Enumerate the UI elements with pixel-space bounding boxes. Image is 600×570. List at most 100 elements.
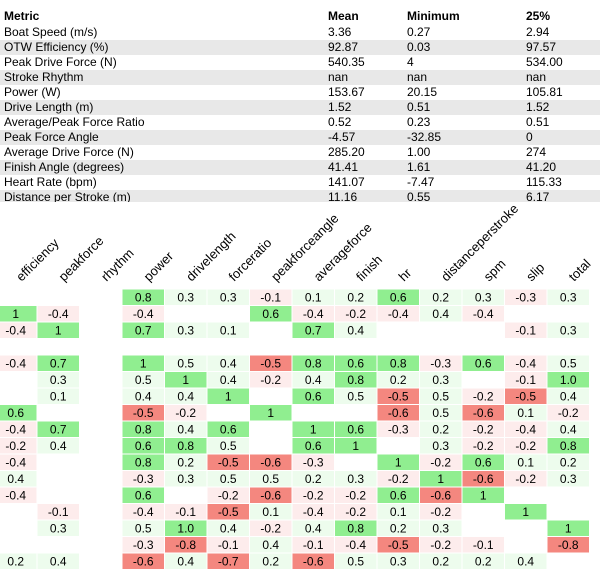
heat-cell <box>37 553 79 569</box>
heat-value: -0.8 <box>558 538 579 552</box>
heat-value: -0.6 <box>388 406 409 420</box>
table-cell: Average Drive Force (N) <box>4 145 134 159</box>
heat-cell <box>0 487 37 503</box>
heat-cell <box>335 471 377 487</box>
heat-value: 0.2 <box>432 422 449 436</box>
table-cell: nan <box>407 70 427 84</box>
heat-cell <box>420 289 462 305</box>
heat-cell <box>335 355 377 371</box>
table-cell: 4 <box>407 55 414 69</box>
heat-value: 0.4 <box>305 521 322 535</box>
heat-value: -0.2 <box>473 422 494 436</box>
heat-value: 0.5 <box>220 472 237 486</box>
heat-cell <box>462 289 504 305</box>
heat-value: -0.3 <box>430 356 451 370</box>
table-cell: 41.41 <box>328 160 358 174</box>
heat-cell <box>122 537 164 553</box>
heat-value: -0.2 <box>345 488 366 502</box>
heat-cell <box>37 520 79 536</box>
summary-table: Metric Mean Minimum 25% Boat Speed (m/s) 3.36… <box>0 9 600 204</box>
heat-cell <box>335 438 377 454</box>
heat-value: -0.1 <box>515 323 536 337</box>
table-cell: Finish Angle (degrees) <box>4 160 124 174</box>
heat-cell <box>462 471 504 487</box>
heat-value: 0.8 <box>347 373 364 387</box>
heat-value: 0.4 <box>432 307 449 321</box>
row-band <box>0 70 600 85</box>
heat-cell <box>37 438 79 454</box>
heat-value: -0.5 <box>133 406 154 420</box>
heat-cell <box>292 289 334 305</box>
heat-cell <box>547 438 589 454</box>
heat-cell <box>122 471 164 487</box>
heat-cell <box>0 438 37 454</box>
row-band <box>0 130 600 145</box>
heat-cell <box>292 454 334 470</box>
heat-cell <box>462 306 504 322</box>
heat-value: -0.2 <box>260 373 281 387</box>
heat-cell <box>335 537 377 553</box>
heat-cell <box>0 471 37 487</box>
heat-value: 0.4 <box>560 389 577 403</box>
heat-cell <box>207 537 249 553</box>
heat-value: -0.5 <box>388 538 409 552</box>
heat-value: 1 <box>395 455 402 469</box>
heat-value: -0.6 <box>260 455 281 469</box>
heat-value: 0.1 <box>517 406 534 420</box>
heat-cell <box>0 553 37 569</box>
table-cell: 97.57 <box>526 40 556 54</box>
heat-value: 0.4 <box>220 356 237 370</box>
heat-value: -0.2 <box>430 455 451 469</box>
row-band <box>0 160 600 175</box>
heat-value: -0.2 <box>515 472 536 486</box>
table-cell: Stroke Rhythm <box>4 70 83 84</box>
table-cell: 1.61 <box>407 160 431 174</box>
heat-cell <box>377 520 419 536</box>
table-cell: -7.47 <box>407 175 435 189</box>
heat-value: 0.4 <box>517 554 534 568</box>
heat-cell <box>547 388 589 404</box>
heat-cell <box>335 322 377 338</box>
heat-cell <box>505 471 547 487</box>
heat-cell <box>377 289 419 305</box>
heat-cell <box>547 537 589 553</box>
heat-value: -0.2 <box>515 439 536 453</box>
heat-value: -0.1 <box>515 373 536 387</box>
heat-cell <box>420 372 462 388</box>
table-cell: 41.20 <box>526 160 556 174</box>
heat-cell <box>122 355 164 371</box>
heat-cell <box>292 471 334 487</box>
heat-value: -0.7 <box>218 554 239 568</box>
table-cell: 2.94 <box>526 25 550 39</box>
heat-value: -0.6 <box>430 488 451 502</box>
heat-cell <box>505 355 547 371</box>
heat-cell <box>420 471 462 487</box>
heat-value: 0.1 <box>517 455 534 469</box>
heat-value: -0.1 <box>473 538 494 552</box>
table-cell: 6.17 <box>526 190 550 204</box>
heat-value: 0.3 <box>177 472 194 486</box>
heat-cell <box>420 355 462 371</box>
column-label: distanceperstroke <box>438 201 521 284</box>
heat-value: -0.5 <box>515 389 536 403</box>
table-cell: 105.81 <box>526 85 563 99</box>
heat-value: -0.2 <box>218 488 239 502</box>
heat-cell <box>165 504 207 520</box>
heat-value: 0.6 <box>390 290 407 304</box>
heat-value: -0.3 <box>515 290 536 304</box>
heat-cell <box>377 504 419 520</box>
heat-value: 0.4 <box>135 389 152 403</box>
table-cell: 274 <box>526 145 546 159</box>
heat-value: 0.3 <box>347 472 364 486</box>
column-label: total <box>566 256 594 284</box>
heat-value: -0.4 <box>133 307 154 321</box>
heat-value: -0.6 <box>260 488 281 502</box>
heat-cell <box>250 537 292 553</box>
heat-value: 1 <box>55 323 62 337</box>
heat-value: 0.6 <box>262 307 279 321</box>
heat-cell <box>505 438 547 454</box>
table-cell: Peak Drive Force (N) <box>4 55 117 69</box>
heat-cell <box>207 355 249 371</box>
table-cell: 0.51 <box>407 100 431 114</box>
